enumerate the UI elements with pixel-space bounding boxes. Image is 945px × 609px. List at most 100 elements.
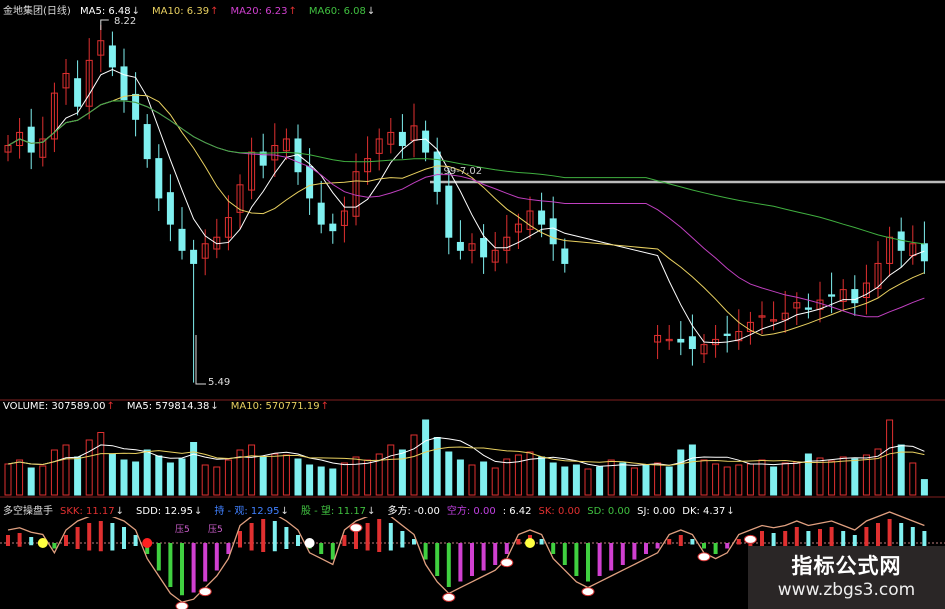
volume-bar [306, 464, 314, 496]
indicator-bar [87, 523, 92, 551]
trend-arrow-icon: ↑ [210, 6, 219, 17]
candle-body [306, 165, 314, 199]
trend-arrow-icon: ↓ [115, 506, 125, 517]
price-legend-item: MA5: 6.48↓ [80, 6, 146, 17]
indicator-bar [876, 523, 880, 551]
indicator-bar [818, 529, 822, 549]
indicator-legend: 多空操盘手 SKK: 11.17↓ SDD: 12.95↓ 持 - 观: 12.95↓… [3, 502, 753, 517]
volume-bar [909, 462, 917, 496]
volume-bar [538, 456, 546, 496]
candle-body [874, 262, 882, 289]
high-marker [100, 19, 109, 30]
volume-bar [433, 437, 441, 496]
volume-bar [677, 449, 685, 496]
candle-body [886, 236, 894, 264]
indicator-bar [516, 539, 521, 545]
indicator-bar [133, 535, 138, 546]
trend-arrow-icon: ↑ [106, 401, 115, 412]
volume-bar [85, 439, 93, 496]
trend-arrow-icon: ↓ [193, 506, 203, 517]
indicator-bar [435, 543, 440, 576]
volume-bar [897, 444, 905, 496]
volume-legend-value: MA10: 570771.19 [230, 401, 320, 412]
indicator-bar [690, 539, 695, 545]
indicator-bar [17, 533, 22, 547]
candle-body [746, 321, 754, 333]
indicator-bar [330, 543, 335, 560]
volume-legend-value: MA5: 579814.38 [126, 401, 210, 412]
low-marker [195, 335, 206, 385]
volume-bar [688, 444, 696, 496]
volume-bar [596, 466, 604, 496]
indicator-legend-item: DK: 4.37↓ [682, 506, 740, 517]
candle-body [166, 192, 174, 225]
volume-bar [712, 463, 720, 496]
indicator-bar [98, 521, 103, 552]
candle-body [514, 223, 522, 233]
candle-body [224, 217, 232, 238]
volume-legend-item: MA10: 570771.19↑ [231, 401, 335, 412]
indicator-legend-item: SD: 0.00 [587, 506, 631, 517]
trend-arrow-icon: ↑ [288, 6, 297, 17]
volume-bar [282, 454, 290, 496]
indicator-bar [852, 535, 857, 546]
watermark-url: www.zbgs3.com [777, 580, 916, 600]
indicator-bar [168, 543, 173, 587]
volume-bar [4, 463, 12, 496]
volume-bar [236, 449, 244, 496]
indicator-legend-item: SJ: 0.00 [637, 506, 676, 517]
buy-signal-icon [581, 587, 595, 597]
indicator-bar [52, 543, 57, 549]
indicator-bar [702, 543, 706, 549]
volume-bar [132, 461, 140, 496]
indicator-bar [609, 543, 614, 571]
buy-signal-icon [442, 592, 456, 602]
candle-body [120, 66, 128, 101]
indicator-legend-item: 股 - 望: 11.17↓ [301, 506, 382, 517]
volume-bar [27, 467, 35, 496]
indicator-line [7, 511, 925, 603]
indicator-bar [829, 527, 834, 549]
candle-body [74, 78, 82, 107]
volume-bar [213, 466, 221, 496]
indicator-bar [493, 543, 498, 565]
indicator-bar [620, 543, 625, 565]
candle-body [851, 289, 859, 304]
indicator-bar [156, 543, 161, 571]
volume-bar [920, 479, 928, 496]
candle-body [503, 236, 511, 251]
low-price-label: 5.49 [208, 377, 231, 388]
indicator-bar [122, 527, 126, 549]
buy-signal-icon [500, 558, 514, 568]
volume-bar [770, 466, 778, 496]
indicator-bar [365, 523, 370, 551]
candle-body [549, 218, 557, 245]
indicator-bar [794, 527, 799, 549]
volume-bar [572, 464, 580, 496]
indicator-legend-value: : 6.42 [502, 506, 532, 517]
indicator-bar [887, 519, 892, 552]
price-legend-item: MA60: 6.08↓ [309, 6, 381, 17]
signal-dot [37, 538, 48, 548]
indicator-bar [458, 543, 463, 582]
volume-bar [259, 456, 267, 496]
volume-bar [329, 468, 337, 496]
candle-body [804, 307, 812, 310]
indicator-bar [864, 527, 869, 549]
volume-bar [364, 459, 372, 496]
indicator-legend-value: 多空操盘手 [3, 506, 53, 517]
indicator-bar [110, 523, 115, 551]
candle-body [398, 131, 406, 147]
volume-bar [526, 451, 534, 496]
ma60-line [7, 100, 925, 245]
candle-body [387, 131, 395, 145]
indicator-bar [597, 543, 602, 576]
candle-body [828, 294, 836, 297]
marker-label-a: 压5 [175, 525, 190, 535]
indicator-bar [319, 543, 324, 554]
candle-body [677, 338, 685, 343]
indicator-legend-value: SJ: 0.00 [637, 506, 676, 517]
volume-bar [74, 456, 82, 496]
indicator-bar [423, 543, 428, 560]
